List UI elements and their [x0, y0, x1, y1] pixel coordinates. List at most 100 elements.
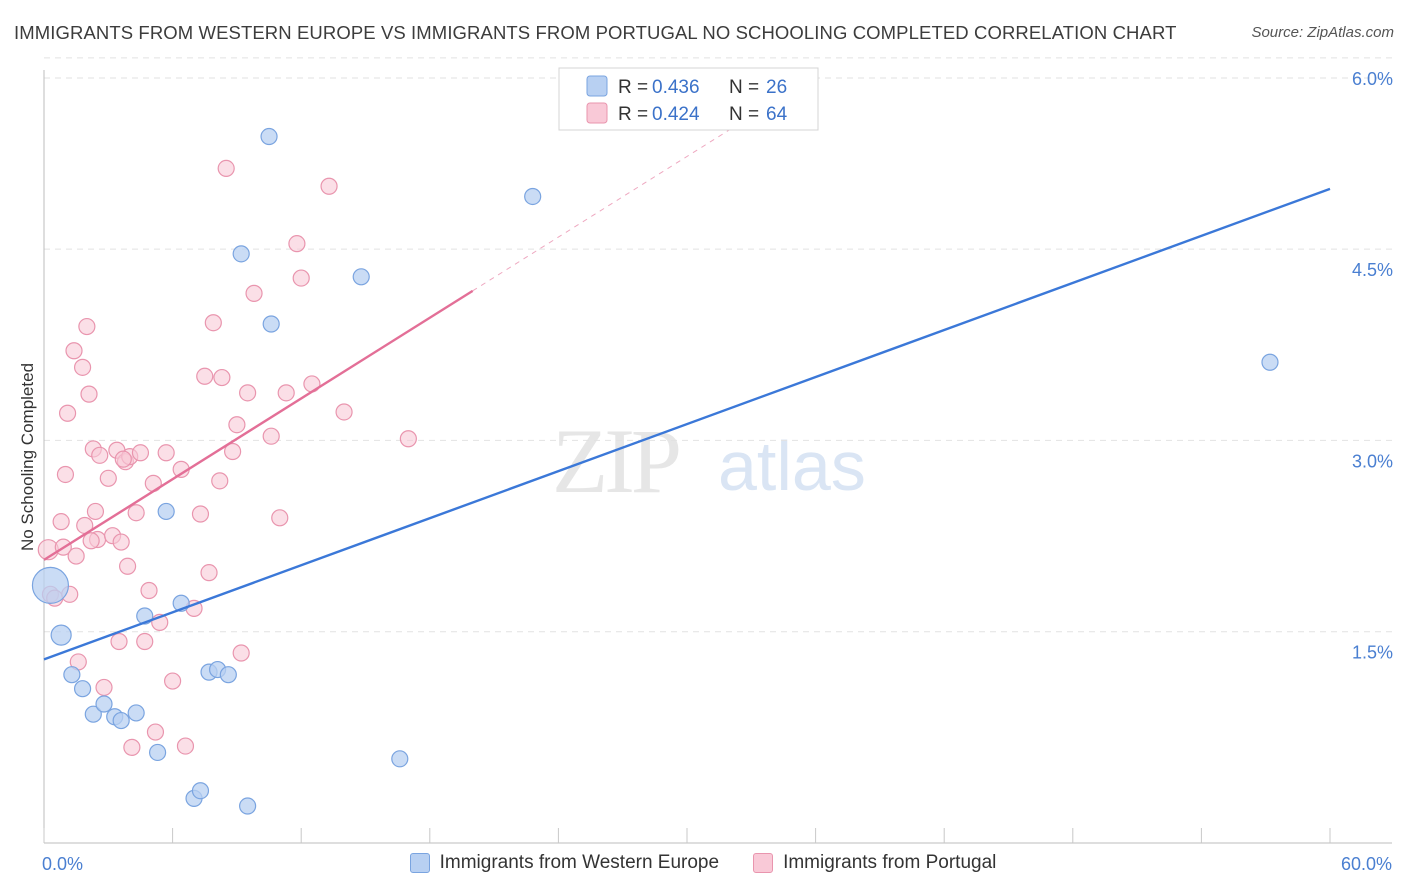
watermark-atlas: atlas: [718, 427, 866, 505]
legend-item-portugal: Immigrants from Portugal: [753, 852, 996, 874]
swatch-western-europe: [409, 853, 430, 873]
point-portugal-18: [91, 446, 109, 464]
legend-n-label-1: N =: [729, 77, 764, 98]
legend-n-label-2: N =: [729, 104, 764, 125]
swatch-portugal: [753, 853, 774, 873]
y-axis-label: No Schooling Completed: [18, 363, 37, 551]
point-portugal-8: [65, 342, 83, 360]
y-tick-labels: 1.5% 3.0% 4.5% 6.0%: [1352, 69, 1393, 663]
gridlines: [44, 57, 1392, 633]
point-portugal-41: [191, 505, 210, 523]
point-western-europe-20: [260, 127, 278, 146]
point-western-europe-22: [352, 268, 370, 286]
legend-label-portugal: Immigrants from Portugal: [783, 852, 997, 873]
point-portugal-6: [58, 404, 77, 422]
point-western-europe-23: [391, 750, 409, 768]
series-portugal-points: [37, 159, 417, 756]
trend-line-portugal: [43, 289, 474, 561]
point-western-europe-21: [262, 315, 280, 333]
point-portugal-50: [232, 644, 250, 662]
point-portugal-31: [136, 632, 154, 651]
point-portugal-3: [52, 513, 70, 531]
point-western-europe-7: [112, 711, 130, 730]
point-portugal-61: [399, 430, 417, 448]
bottom-legend: Immigrants from Western Europe Immigrant…: [0, 852, 1406, 874]
series-western-europe-points: [31, 127, 1279, 815]
point-portugal-28: [123, 738, 141, 756]
point-western-europe-25: [1261, 353, 1279, 371]
point-portugal-56: [288, 235, 306, 253]
point-portugal-11: [73, 358, 92, 376]
point-portugal-30: [131, 444, 150, 462]
legend-swatch-blue: [586, 75, 608, 97]
legend-r-value-1: 0.436: [652, 77, 700, 98]
point-western-europe-0: [31, 566, 70, 605]
point-western-europe-1: [50, 624, 72, 646]
point-portugal-57: [292, 269, 310, 287]
point-portugal-47: [217, 159, 235, 178]
point-western-europe-3: [73, 680, 92, 698]
point-western-europe-4: [84, 705, 102, 723]
point-portugal-29: [127, 504, 145, 522]
point-western-europe-5: [95, 695, 113, 713]
x-ticks: [43, 828, 1331, 843]
point-portugal-5: [56, 465, 75, 484]
point-portugal-26: [118, 557, 137, 575]
point-portugal-13: [78, 317, 96, 336]
point-portugal-34: [146, 723, 165, 741]
legend-r-value-2: 0.424: [652, 104, 700, 125]
point-western-europe-8: [127, 704, 145, 722]
point-western-europe-18: [232, 245, 250, 263]
point-portugal-42: [196, 367, 214, 385]
point-portugal-16: [86, 502, 105, 521]
point-western-europe-10: [148, 743, 167, 762]
point-portugal-52: [245, 284, 263, 302]
point-portugal-48: [224, 442, 242, 461]
point-portugal-49: [228, 416, 246, 434]
point-portugal-32: [140, 581, 158, 600]
y-tick-label-3: 6.0%: [1352, 69, 1393, 89]
legend-r-label-1: R =: [618, 77, 653, 98]
point-portugal-39: [176, 737, 195, 755]
y-tick-label-0: 1.5%: [1352, 643, 1393, 663]
point-western-europe-14: [191, 782, 210, 800]
legend-n-value-2: 64: [766, 104, 788, 125]
point-western-europe-11: [157, 502, 175, 521]
trend-lines: [43, 115, 1331, 661]
legend-item-western-europe: Immigrants from Western Europe: [409, 852, 720, 874]
point-portugal-55: [277, 384, 295, 402]
trend-line-portugal-extension: [472, 115, 752, 292]
y-tick-label-1: 3.0%: [1352, 451, 1393, 471]
watermark: ZIP atlas: [552, 410, 866, 512]
point-portugal-23: [110, 632, 128, 651]
point-portugal-19: [95, 678, 113, 697]
point-portugal-46: [213, 368, 231, 387]
point-portugal-36: [157, 444, 175, 462]
point-portugal-37: [164, 672, 182, 690]
point-portugal-53: [262, 427, 280, 445]
point-portugal-44: [204, 314, 222, 332]
legend-r-label-2: R =: [618, 104, 653, 125]
point-portugal-63: [114, 450, 132, 468]
point-western-europe-19: [239, 797, 257, 815]
chart-title: IMMIGRANTS FROM WESTERN EUROPE VS IMMIGR…: [14, 22, 1177, 43]
watermark-zip: ZIP: [552, 410, 679, 512]
legend-label-western-europe: Immigrants from Western Europe: [439, 852, 720, 873]
source-credit: Source: ZipAtlas.com: [1251, 24, 1394, 41]
point-portugal-51: [239, 384, 257, 402]
point-portugal-43: [200, 564, 218, 582]
point-western-europe-24: [524, 187, 542, 206]
point-portugal-24: [112, 533, 130, 551]
point-portugal-45: [211, 472, 229, 490]
point-western-europe-2: [63, 666, 81, 684]
legend-swatch-pink: [586, 102, 608, 124]
point-portugal-54: [271, 509, 289, 527]
trend-line-western-europe: [43, 187, 1331, 661]
legend-box: R = 0.436 N = 26 R = 0.424 N = 64: [558, 67, 819, 131]
legend-n-value-1: 26: [766, 77, 787, 98]
point-western-europe-17: [219, 666, 237, 684]
point-portugal-60: [335, 403, 353, 421]
point-portugal-59: [320, 177, 338, 195]
point-portugal-20: [99, 469, 117, 487]
